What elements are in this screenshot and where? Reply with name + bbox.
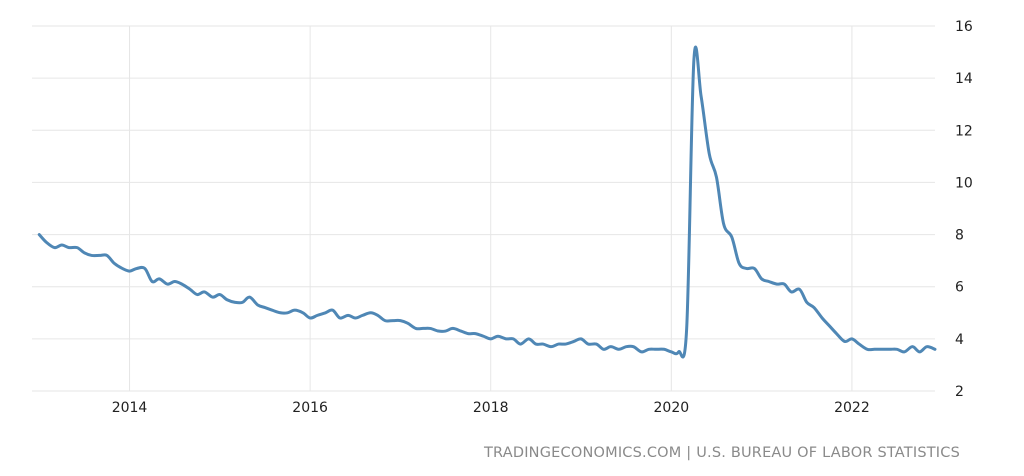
x-tick-label: 2016 xyxy=(292,400,328,416)
x-tick-label: 2014 xyxy=(112,400,148,416)
y-tick-label: 10 xyxy=(955,175,973,191)
series-line xyxy=(37,45,937,359)
y-tick-label: 8 xyxy=(955,228,964,244)
x-tick-label: 2018 xyxy=(473,400,509,416)
x-tick-label: 2022 xyxy=(834,400,870,416)
x-axis-ticks: 2014 2016 2018 2020 2022 xyxy=(112,400,870,416)
source-attribution: TRADINGECONOMICS.COM | U.S. BUREAU OF LA… xyxy=(483,445,960,461)
x-tick-label: 2020 xyxy=(654,400,690,416)
grid xyxy=(32,25,935,392)
y-tick-label: 16 xyxy=(955,19,973,35)
y-tick-label: 4 xyxy=(955,332,964,348)
y-tick-label: 14 xyxy=(955,71,973,87)
y-tick-label: 12 xyxy=(955,123,973,139)
y-tick-label: 2 xyxy=(955,384,964,400)
y-tick-label: 6 xyxy=(955,280,964,296)
y-axis-ticks: 2 4 6 8 10 12 14 16 xyxy=(955,19,973,400)
